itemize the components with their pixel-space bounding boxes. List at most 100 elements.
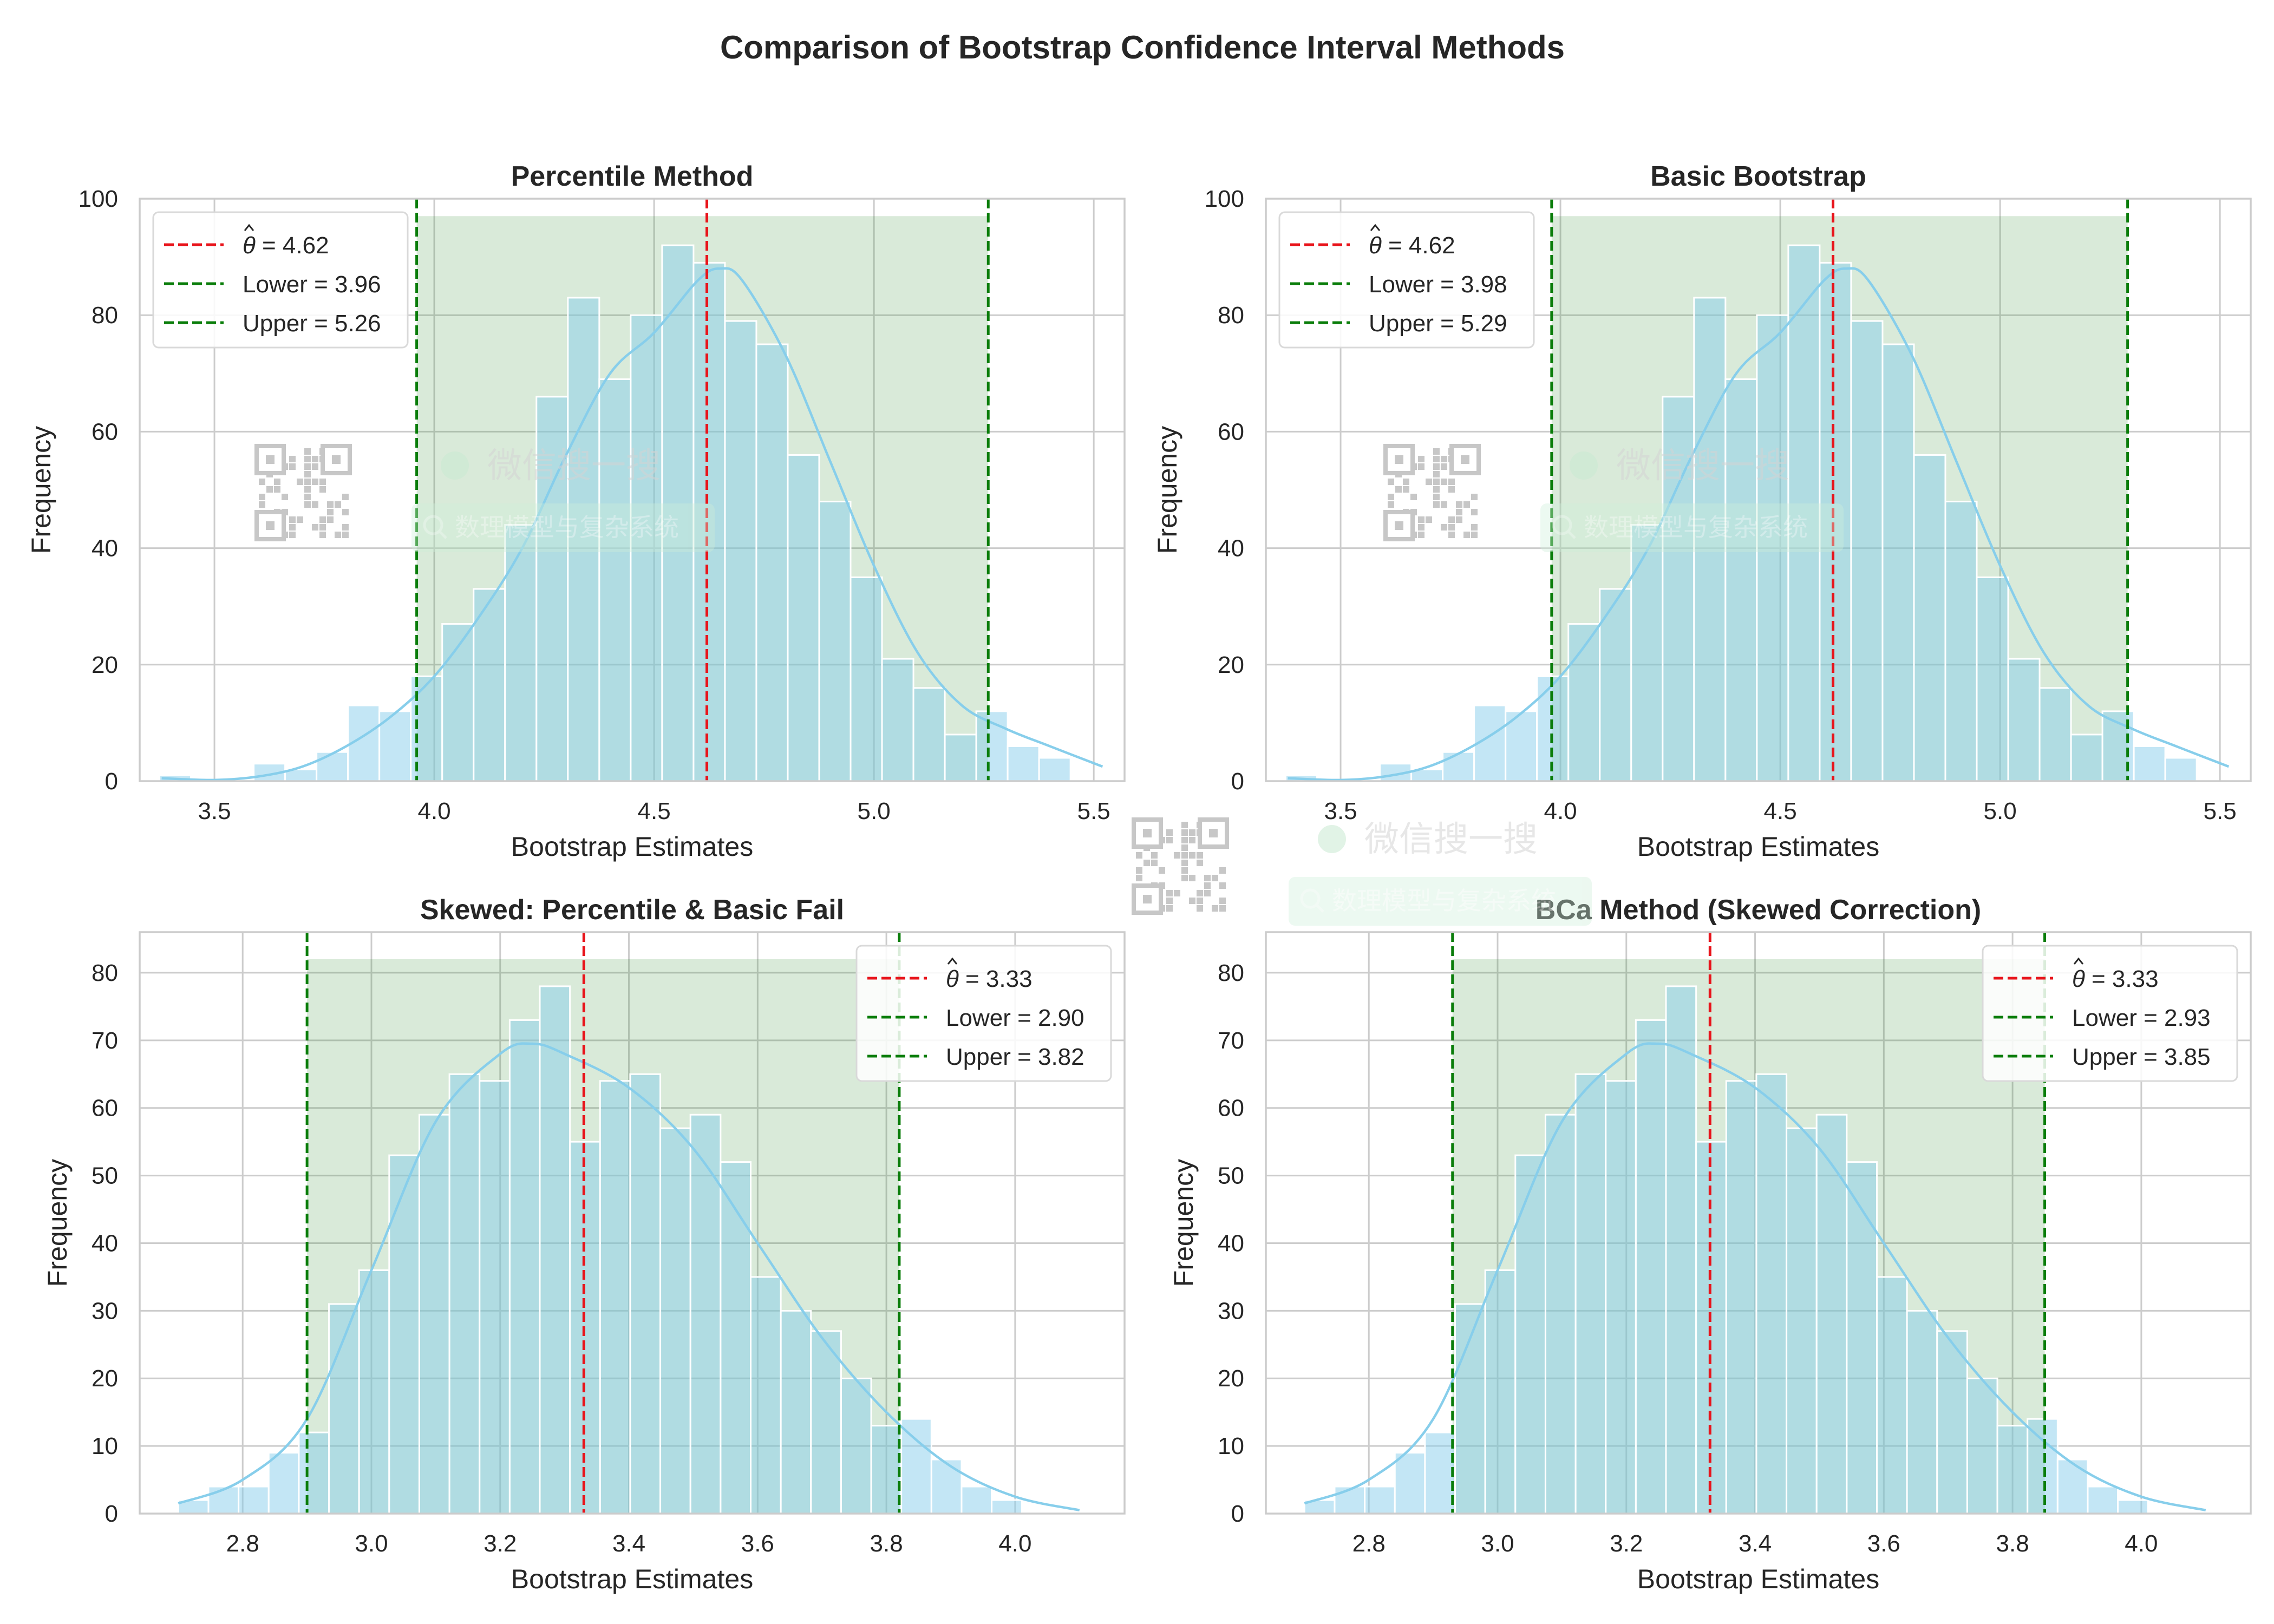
search-icon <box>1300 888 1324 913</box>
y-tick-label: 40 <box>92 1230 118 1256</box>
histogram-bar <box>1755 1073 1788 1514</box>
legend-label: Upper = 5.29 <box>1369 310 1507 337</box>
y-axis-label: Frequency <box>1168 1159 1199 1287</box>
watermark-label: 微信搜一搜 <box>1616 446 1789 486</box>
legend-box <box>855 945 1112 1082</box>
panel-3: 2.8 3.0 3.2 3.4 3.6 3.8 4.0 0 10 20 30 40 50 60 70 80 Sk… <box>42 894 1126 1594</box>
histogram-bar <box>2164 757 2198 781</box>
legend-upper: Upper = 5.29 <box>1290 310 1507 337</box>
histogram-bar <box>1665 985 1697 1514</box>
legend-upper: Upper = 3.85 <box>1994 1044 2211 1070</box>
histogram-bar <box>944 734 977 781</box>
y-tick-label: 60 <box>1218 1095 1244 1122</box>
x-tick-label: 3.6 <box>1867 1530 1900 1557</box>
histogram-bar <box>1605 1080 1637 1514</box>
legend-label: Upper = 3.85 <box>2072 1044 2211 1070</box>
histogram-bar <box>539 985 571 1514</box>
histogram-bar <box>1038 757 1071 781</box>
search-icon <box>423 515 447 539</box>
plot-content <box>1285 199 2230 781</box>
y-tick-label: 80 <box>92 302 118 329</box>
histogram-bar <box>1906 1309 1938 1514</box>
y-tick-label: 80 <box>1218 960 1244 986</box>
histogram-bar <box>1514 1154 1546 1514</box>
y-tick-label: 70 <box>1218 1027 1244 1054</box>
x-tick-label: 3.0 <box>355 1530 388 1557</box>
y-tick-label: 0 <box>1231 1501 1244 1527</box>
watermark-label: 微信搜一搜 <box>487 446 661 486</box>
histogram-bar <box>1846 1161 1878 1514</box>
legend-label: = 3.33 <box>2092 966 2159 992</box>
histogram-bar <box>358 1269 390 1514</box>
histogram-bar <box>1913 454 1946 781</box>
y-tick-label: 60 <box>92 418 118 445</box>
histogram-bar <box>1819 261 1852 781</box>
axes-frame <box>1265 931 2252 1515</box>
wechat-icon <box>1318 825 1346 853</box>
y-tick-label: 0 <box>105 1501 118 1527</box>
x-tick-label: 3.2 <box>1610 1530 1643 1557</box>
histogram-bar <box>2117 1499 2149 1514</box>
x-tick-label: 4.5 <box>638 798 671 824</box>
y-tick-label: 60 <box>92 1095 118 1122</box>
theta-hat-symbol: θ <box>1369 232 1382 259</box>
panel-title: Percentile Method <box>511 161 754 192</box>
watermark-search-text: 数理模型与复杂系统 <box>455 513 679 542</box>
histogram-bar <box>780 1309 812 1514</box>
y-axis-label: Frequency <box>42 1159 73 1287</box>
x-tick-label: 3.6 <box>741 1530 774 1557</box>
histogram-bar <box>1442 751 1475 781</box>
histogram-bar <box>755 343 789 781</box>
kde-curve <box>1288 267 2230 781</box>
histogram-bar <box>1966 1377 1998 1514</box>
histogram-bar <box>448 1073 481 1514</box>
legend: θ = 4.62 Lower = 3.96 Upper = 5.26 <box>152 211 409 349</box>
legend: θ = 4.62 Lower = 3.98 Upper = 5.29 <box>1278 211 1535 349</box>
histogram-bar <box>850 576 883 781</box>
watermark: 微信搜一搜数理模型与复杂系统微信搜一搜数理模型与复杂系统微信搜一搜数理模型与复杂… <box>254 444 1844 926</box>
y-tick-label: 10 <box>1218 1433 1244 1459</box>
watermark-search-text: 数理模型与复杂系统 <box>1332 886 1556 915</box>
legend-label: Upper = 5.26 <box>243 310 381 337</box>
theta-hat-symbol: θ <box>243 232 256 259</box>
legend-label: Lower = 3.96 <box>243 271 381 298</box>
panel-1: 3.5 4.0 4.5 5.0 5.5 0 20 40 60 80 100 Percentile Me… <box>26 161 1126 862</box>
histogram-bar <box>598 378 632 781</box>
y-tick-label: 0 <box>105 768 118 795</box>
legend-lower: Lower = 3.96 <box>164 271 381 298</box>
x-tick-label: 2.8 <box>226 1530 259 1557</box>
y-tick-label: 100 <box>1205 186 1244 212</box>
plot-content <box>177 932 1080 1514</box>
panel-title: Basic Bootstrap <box>1650 161 1866 192</box>
histogram-bar <box>1815 1114 1848 1514</box>
histogram-bar <box>630 314 663 781</box>
x-tick-label: 4.5 <box>1764 798 1797 824</box>
plot-content <box>1303 932 2206 1514</box>
x-tick-label: 3.8 <box>1996 1530 2029 1557</box>
histogram-bar <box>1635 1019 1667 1514</box>
x-tick-label: 3.4 <box>1739 1530 1772 1557</box>
histogram-bar <box>881 658 914 781</box>
legend-label: Lower = 3.98 <box>1369 271 1507 298</box>
x-tick-label: 5.0 <box>1984 798 2017 824</box>
histogram-bar <box>441 623 475 781</box>
x-tick-label: 3.5 <box>1324 798 1357 824</box>
y-tick-label: 40 <box>1218 535 1244 562</box>
y-tick-label: 0 <box>1231 768 1244 795</box>
legend-lower: Lower = 2.90 <box>867 1005 1084 1031</box>
wechat-icon <box>441 451 469 480</box>
legend: θ = 3.33 Lower = 2.93 Upper = 3.85 <box>1982 945 2238 1082</box>
y-tick-label: 50 <box>92 1163 118 1189</box>
histogram-bar <box>1786 1127 1818 1514</box>
legend-upper: Upper = 5.26 <box>164 310 381 337</box>
hat-accent <box>244 224 254 231</box>
histogram-bar <box>720 1161 752 1514</box>
legend-label: = 4.62 <box>1388 232 1455 259</box>
histogram-bar <box>599 1080 631 1514</box>
y-tick-label: 10 <box>92 1433 118 1459</box>
x-tick-label: 3.8 <box>870 1530 903 1557</box>
kde-curve <box>1304 1042 2206 1511</box>
axes-frame <box>139 931 1126 1515</box>
